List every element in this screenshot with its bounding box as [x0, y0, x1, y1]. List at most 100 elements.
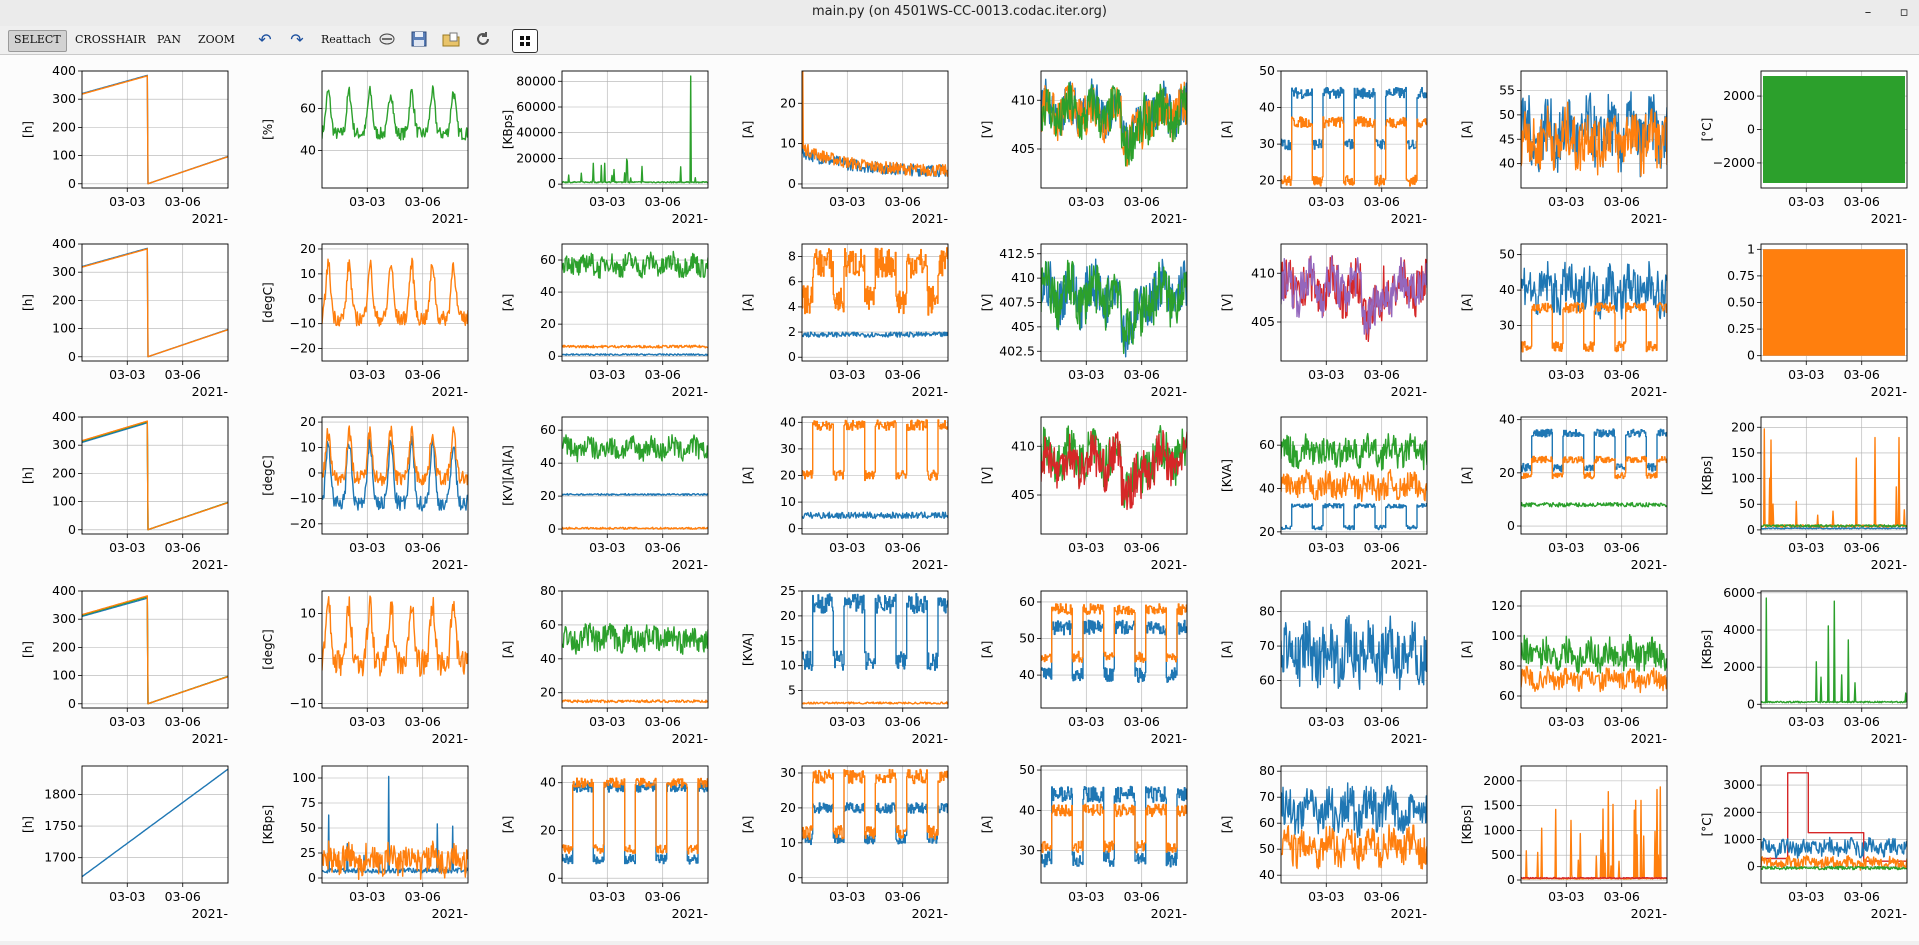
- subplot-1-2[interactable]: 40 60 03-03 03-06 2021- [%]: [261, 70, 469, 226]
- series-line-1: [1761, 597, 1907, 704]
- x-tick-label: 03-06: [1844, 540, 1880, 555]
- pan-mode-button[interactable]: PAN: [157, 33, 181, 46]
- plot-frame: [1040, 765, 1188, 884]
- subplot-5-7[interactable]: 0 500 1000 1500 2000 03-03 03-06 2021- [KBps]: [1460, 765, 1668, 921]
- subplot-4-2[interactable]: −10 0 10 03-03 03-06 2021- [degC]: [261, 590, 469, 746]
- subplot-2-2[interactable]: −20 −10 0 10 20 03-03 03-06 2021- [degC]: [261, 241, 469, 399]
- x-tick-label: 03-03: [1068, 367, 1104, 382]
- x-offset-label: 2021-: [912, 211, 948, 226]
- subplot-5-2[interactable]: 0 25 50 75 100 03-03 03-06 2021- [KBps]: [261, 765, 469, 921]
- series-line-3: [82, 420, 228, 531]
- close-button[interactable]: ▫: [1899, 5, 1909, 20]
- y-tick-label: 1800: [44, 786, 76, 801]
- subplot-4-5[interactable]: 40 50 60 03-03 03-06 2021- [A]: [980, 590, 1188, 746]
- link-icon[interactable]: [376, 30, 398, 50]
- plot-frame: [1280, 70, 1428, 189]
- subplot-1-1[interactable]: 0 100 200 300 400 03-03 03-06 2021- [h]: [21, 63, 229, 226]
- series-line-2: [1281, 824, 1427, 870]
- series-line-2: [1521, 302, 1667, 353]
- subplot-2-3[interactable]: 0 20 40 60 03-03 03-06 2021- [A]: [501, 243, 709, 399]
- x-offset-label: 2021-: [1631, 211, 1667, 226]
- subplot-4-4[interactable]: 5 10 15 20 25 03-03 03-06 2021- [KVA]: [741, 583, 949, 746]
- y-tick-label: 60: [1499, 688, 1515, 703]
- save-icon[interactable]: [408, 30, 430, 50]
- undo-icon[interactable]: ↶: [258, 30, 272, 49]
- reattach-button[interactable]: Reattach: [321, 33, 371, 46]
- subplot-2-5[interactable]: 402.5 405 407.5 410 412.5 03-03 03-06 2021- [V]: [980, 243, 1188, 399]
- subplot-4-6[interactable]: 60 70 80 03-03 03-06 2021- [A]: [1220, 590, 1428, 746]
- y-tick-label: 0: [308, 291, 316, 306]
- y-tick-label: 60: [1259, 815, 1275, 830]
- x-offset-label: 2021-: [912, 557, 948, 572]
- subplot-3-6[interactable]: 20 40 60 03-03 03-06 2021- [KVA]: [1220, 416, 1428, 572]
- subplot-2-1[interactable]: 0 100 200 300 400 03-03 03-06 2021- [h]: [21, 236, 229, 399]
- x-offset-label: 2021-: [672, 384, 708, 399]
- subplot-3-5[interactable]: 405 410 03-03 03-06 2021- [V]: [980, 416, 1188, 572]
- subplot-2-7[interactable]: 30 40 50 03-03 03-06 2021- [A]: [1460, 243, 1668, 399]
- subplot-5-1[interactable]: 1700 1750 1800 03-03 03-06 2021- [h]: [21, 765, 229, 921]
- x-offset-label: 2021-: [432, 731, 468, 746]
- series-line-3: [1041, 82, 1187, 167]
- subplot-3-7[interactable]: 0 20 40 03-03 03-06 2021- [A]: [1460, 412, 1668, 572]
- subplot-1-6[interactable]: 20 30 40 50 03-03 03-06 2021- [A]: [1220, 63, 1428, 226]
- subplot-2-8[interactable]: 0 0.25 0.50 0.75 1 03-03 03-06 2021-: [1727, 241, 1908, 399]
- x-offset-label: 2021-: [1871, 211, 1907, 226]
- toolbar: SELECT CROSSHAIR PAN ZOOM ↶ ↷ Reattach: [0, 26, 1919, 55]
- subplot-1-5[interactable]: 405 410 03-03 03-06 2021- [V]: [980, 70, 1188, 226]
- y-tick-label: 50: [300, 820, 316, 835]
- crosshair-mode-button[interactable]: CROSSHAIR: [75, 33, 146, 46]
- subplot-4-7[interactable]: 60 80 100 120 03-03 03-06 2021- [A]: [1460, 590, 1668, 746]
- y-tick-label: 20: [780, 608, 796, 623]
- refresh-icon[interactable]: [472, 30, 494, 50]
- subplot-5-3[interactable]: 0 20 40 03-03 03-06 2021- [A]: [501, 765, 709, 921]
- subplot-4-8[interactable]: 0 2000 4000 6000 03-03 03-06 2021- [KBps]: [1700, 585, 1908, 746]
- y-tick-label: 200: [1731, 419, 1755, 434]
- subplot-3-3[interactable]: 0 20 40 60 03-03 03-06 2021- [KV][A][A]: [501, 416, 709, 572]
- y-tick-label: 40: [1499, 412, 1515, 427]
- x-offset-label: 2021-: [912, 731, 948, 746]
- y-tick-label: 60: [540, 252, 556, 267]
- redo-icon[interactable]: ↷: [290, 30, 304, 49]
- y-tick-label: 300: [52, 264, 76, 279]
- open-folder-icon[interactable]: [440, 30, 462, 50]
- plot-background: [562, 71, 708, 188]
- x-offset-label: 2021-: [1631, 731, 1667, 746]
- y-tick-label: 100: [292, 770, 316, 785]
- subplot-4-3[interactable]: 20 40 60 80 03-03 03-06 2021- [A]: [501, 583, 709, 746]
- subplot-5-4[interactable]: 0 10 20 30 03-03 03-06 2021- [A]: [741, 765, 949, 921]
- subplot-5-6[interactable]: 40 50 60 70 80 03-03 03-06 2021- [A]: [1220, 763, 1428, 921]
- plot-grid: 0 100 200 300 400 03-03 03-06 2021- [h] 40 60 03-03…: [0, 55, 1919, 941]
- subplot-5-5[interactable]: 30 40 50 03-03 03-06 2021- [A]: [980, 762, 1188, 921]
- y-axis-label: [KBps]: [1460, 805, 1474, 844]
- x-offset-label: 2021-: [192, 384, 228, 399]
- subplot-3-2[interactable]: −20 −10 0 10 20 03-03 03-06 2021- [degC]: [261, 414, 469, 572]
- x-tick-label: 03-06: [1844, 194, 1880, 209]
- subplot-1-4[interactable]: 0 10 20 03-03 03-06 2021- [A]: [741, 58, 949, 227]
- y-tick-label: 400: [52, 583, 76, 598]
- subplot-1-3[interactable]: 0 20000 40000 60000 80000 03-03 03-06 2021- [KBp…: [501, 70, 709, 226]
- select-mode-button[interactable]: SELECT: [8, 30, 67, 52]
- x-tick-label: 03-06: [165, 194, 201, 209]
- y-axis-label: [V]: [980, 294, 994, 312]
- subplot-4-1[interactable]: 0 100 200 300 400 03-03 03-06 2021- [h]: [21, 583, 229, 746]
- subplot-1-8[interactable]: −2000 0 2000 03-03 03-06 2021- [°C]: [1700, 70, 1908, 226]
- minimize-button[interactable]: –: [1864, 5, 1872, 20]
- subplot-2-4[interactable]: 0 2 4 6 8 03-03 03-06 2021- [A]: [741, 243, 949, 399]
- subplot-3-8[interactable]: 0 50 100 150 200 03-03 03-06 2021- [KBps]: [1700, 416, 1908, 572]
- subplot-1-7[interactable]: 40 45 50 55 03-03 03-06 2021- [A]: [1460, 70, 1668, 226]
- subplot-3-4[interactable]: 0 10 20 30 40 03-03 03-06 2021- [A]: [741, 414, 949, 572]
- subplot-5-8[interactable]: 0 1000 2000 3000 03-03 03-06 2021- [°C]: [1700, 765, 1908, 921]
- y-tick-label: 25: [780, 583, 796, 598]
- x-tick-label: 03-03: [1788, 194, 1824, 209]
- x-offset-label: 2021-: [672, 906, 708, 921]
- subplot-2-6[interactable]: 405 410 03-03 03-06 2021- [V]: [1220, 243, 1428, 399]
- y-tick-label: −10: [290, 490, 316, 505]
- grid-layout-icon[interactable]: [512, 29, 538, 53]
- x-offset-label: 2021-: [1631, 384, 1667, 399]
- y-tick-label: 50: [1259, 841, 1275, 856]
- zoom-mode-button[interactable]: ZOOM: [198, 33, 235, 46]
- subplot-3-1[interactable]: 0 100 200 300 400 03-03 03-06 2021- [h]: [21, 409, 229, 572]
- y-tick-label: 100: [52, 494, 76, 509]
- y-tick-label: 400: [52, 236, 76, 251]
